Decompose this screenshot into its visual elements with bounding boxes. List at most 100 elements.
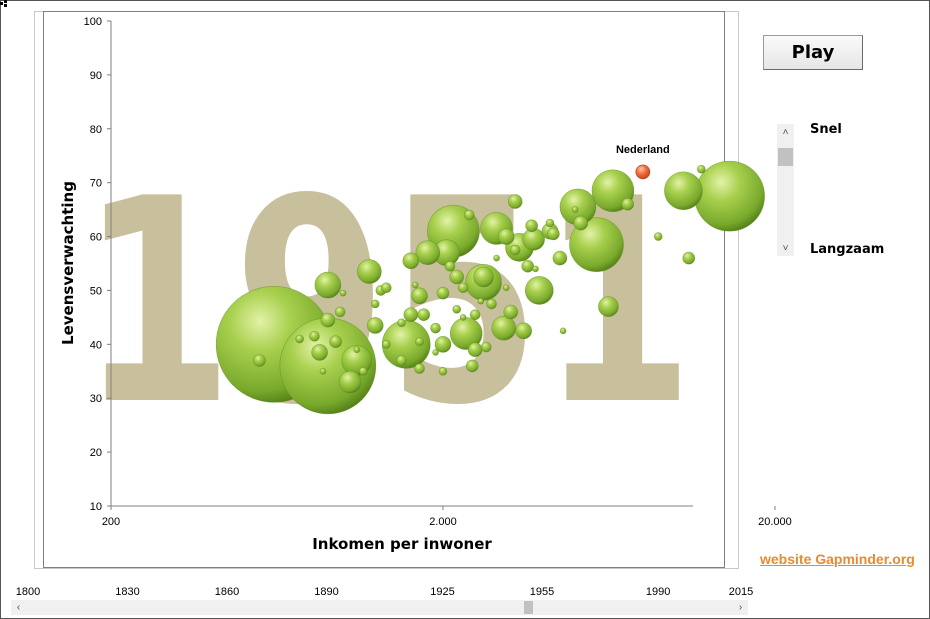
y-tick-label: 10 bbox=[90, 501, 102, 513]
country-bubble[interactable] bbox=[253, 354, 266, 367]
country-bubble[interactable] bbox=[507, 194, 523, 209]
country-bubble[interactable] bbox=[339, 289, 347, 297]
country-bubble[interactable] bbox=[295, 334, 304, 344]
country-bubble[interactable] bbox=[309, 330, 320, 342]
country-bubble[interactable] bbox=[477, 297, 485, 305]
gapminder-website-link[interactable]: website Gapminder.org bbox=[760, 551, 915, 567]
country-bubble[interactable] bbox=[338, 370, 362, 394]
country-bubble[interactable] bbox=[493, 254, 500, 262]
timeline-tick-label: 2015 bbox=[728, 586, 754, 598]
country-bubble[interactable] bbox=[515, 322, 532, 340]
country-bubble[interactable] bbox=[334, 306, 346, 318]
speed-fast-label: Snel bbox=[810, 122, 842, 137]
country-bubble[interactable] bbox=[682, 251, 696, 265]
country-bubble[interactable] bbox=[491, 315, 517, 341]
country-bubble[interactable] bbox=[497, 228, 515, 245]
country-bubble[interactable] bbox=[664, 171, 703, 211]
country-bubble[interactable] bbox=[357, 259, 382, 284]
country-bubble[interactable] bbox=[311, 344, 328, 361]
country-bubble[interactable] bbox=[415, 240, 441, 266]
country-bubble[interactable] bbox=[382, 340, 391, 349]
country-bubble[interactable] bbox=[402, 252, 420, 270]
country-bubble[interactable] bbox=[353, 346, 361, 354]
country-bubble[interactable] bbox=[434, 336, 452, 353]
country-bubble[interactable] bbox=[430, 322, 441, 334]
country-bubble[interactable] bbox=[521, 259, 535, 273]
speed-slow-label: Langzaam bbox=[810, 242, 885, 257]
country-bubble[interactable] bbox=[653, 232, 663, 241]
country-bubble[interactable] bbox=[403, 307, 419, 322]
country-bubble[interactable] bbox=[571, 206, 579, 213]
country-bubble[interactable] bbox=[467, 342, 483, 358]
country-bubble[interactable] bbox=[552, 250, 568, 266]
country-bubble[interactable] bbox=[545, 218, 555, 228]
country-bubble[interactable] bbox=[397, 318, 406, 328]
country-bubble[interactable] bbox=[694, 160, 765, 232]
country-bubble[interactable] bbox=[465, 359, 479, 373]
country-bubble[interactable] bbox=[415, 337, 424, 346]
speed-scrollbar[interactable]: ˄ ˅ bbox=[777, 124, 794, 256]
timeline-tick-label: 1860 bbox=[214, 586, 240, 598]
country-bubble[interactable] bbox=[697, 164, 706, 174]
country-bubble[interactable] bbox=[436, 286, 450, 300]
country-bubble[interactable] bbox=[438, 366, 448, 376]
country-bubble[interactable] bbox=[370, 299, 380, 309]
x-tick-label: 20.000 bbox=[758, 516, 792, 528]
country-bubble[interactable] bbox=[358, 366, 368, 376]
highlight-label: Nederland bbox=[616, 144, 670, 156]
country-bubble[interactable] bbox=[559, 327, 567, 335]
y-tick-label: 90 bbox=[90, 70, 102, 82]
timeline-tick-label: 1955 bbox=[529, 586, 555, 598]
country-bubble[interactable] bbox=[502, 284, 510, 292]
country-bubble[interactable] bbox=[621, 197, 634, 211]
timeline-tick-label: 1800 bbox=[15, 586, 41, 598]
country-bubble[interactable] bbox=[411, 281, 419, 289]
country-bubble[interactable] bbox=[417, 308, 431, 321]
country-bubble[interactable] bbox=[509, 244, 521, 256]
chevron-down-icon[interactable]: ˅ bbox=[782, 242, 789, 254]
country-bubble[interactable] bbox=[329, 335, 342, 348]
country-bubble[interactable] bbox=[525, 219, 538, 233]
chevron-up-icon[interactable]: ˄ bbox=[782, 126, 789, 138]
country-bubble[interactable] bbox=[320, 312, 336, 328]
country-bubble[interactable] bbox=[432, 349, 439, 356]
country-bubble[interactable] bbox=[486, 298, 497, 310]
country-bubble[interactable] bbox=[396, 355, 407, 366]
country-bubble[interactable] bbox=[459, 314, 467, 321]
country-bubble[interactable] bbox=[547, 227, 560, 241]
country-bubble[interactable] bbox=[480, 341, 492, 353]
chevron-right-icon[interactable]: › bbox=[738, 602, 743, 613]
country-bubble[interactable] bbox=[532, 265, 539, 273]
y-tick-label: 50 bbox=[90, 285, 102, 297]
country-bubble[interactable] bbox=[524, 276, 554, 305]
country-bubble[interactable] bbox=[366, 317, 384, 334]
timeline-scrollbar[interactable]: ‹ › bbox=[11, 600, 748, 615]
country-bubble[interactable] bbox=[469, 309, 481, 320]
country-bubble[interactable] bbox=[381, 282, 392, 294]
highlight-bubble[interactable] bbox=[635, 164, 651, 180]
year-watermark: 1951 bbox=[80, 138, 694, 467]
country-bubble[interactable] bbox=[457, 282, 469, 294]
speed-scrollbar-thumb[interactable] bbox=[778, 148, 793, 167]
country-bubble[interactable] bbox=[503, 304, 519, 320]
country-bubble[interactable] bbox=[449, 269, 465, 285]
y-tick-label: 40 bbox=[90, 339, 102, 351]
country-bubble[interactable] bbox=[463, 209, 475, 221]
country-bubble[interactable] bbox=[598, 296, 619, 317]
x-axis-label: Inkomen per inwoner bbox=[312, 535, 492, 553]
play-button[interactable]: Play bbox=[763, 35, 863, 70]
country-bubble[interactable] bbox=[319, 367, 327, 375]
x-tick-label: 200 bbox=[102, 516, 120, 528]
timeline-scrollbar-thumb[interactable] bbox=[524, 601, 534, 614]
country-bubble[interactable] bbox=[444, 260, 456, 272]
country-bubble[interactable] bbox=[573, 215, 589, 231]
country-bubble[interactable] bbox=[473, 266, 494, 288]
y-tick-label: 100 bbox=[84, 16, 102, 28]
chevron-left-icon[interactable]: ‹ bbox=[16, 602, 21, 613]
country-bubble[interactable] bbox=[569, 217, 624, 272]
country-bubble[interactable] bbox=[452, 305, 462, 314]
y-tick-label: 20 bbox=[90, 447, 102, 459]
country-bubble[interactable] bbox=[414, 363, 425, 374]
country-bubble[interactable] bbox=[411, 287, 428, 305]
country-bubble[interactable] bbox=[314, 271, 342, 299]
